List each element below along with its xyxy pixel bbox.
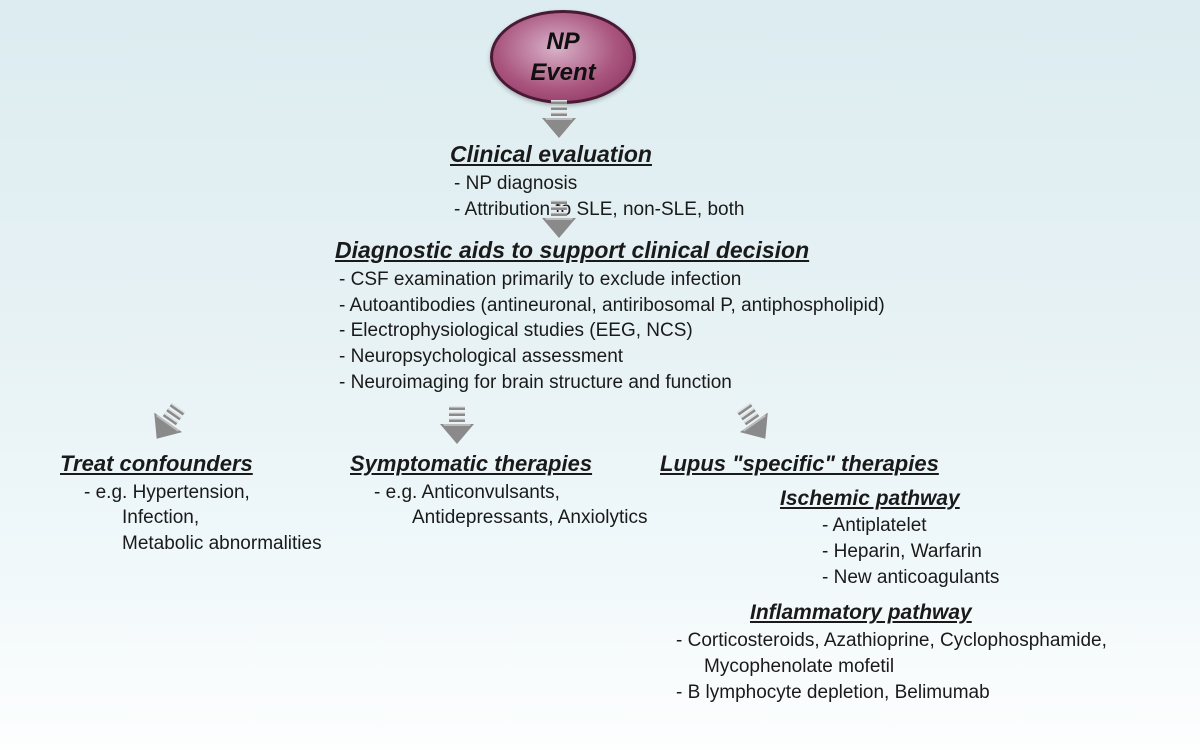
clinical-item: - Attribution to SLE, non-SLE, both xyxy=(454,198,950,223)
confounders-item: - e.g. Hypertension, xyxy=(84,481,340,506)
lupus-title: Lupus "specific" therapies xyxy=(660,450,945,479)
arrow-icon xyxy=(542,200,576,240)
diagnostic-item: - Neuropsychological assessment xyxy=(339,345,975,370)
clinical-title: Clinical evaluation xyxy=(450,140,658,170)
symptomatic-item: - e.g. Anticonvulsants, xyxy=(374,481,650,506)
arrow-icon xyxy=(142,398,193,450)
confounders-item: Metabolic abnormalities xyxy=(122,532,340,557)
root-node: NP Event xyxy=(490,10,636,104)
confounders-title: Treat confounders xyxy=(60,450,259,479)
ischemic-item: - Antiplatelet xyxy=(822,514,1200,539)
ischemic-item: - New anticoagulants xyxy=(822,566,1200,591)
diagnostic-item: - CSF examination primarily to exclude i… xyxy=(339,268,975,293)
inflammatory-title: Inflammatory pathway xyxy=(750,599,978,626)
inflammatory-item: - B lymphocyte depletion, Belimumab xyxy=(676,681,1200,706)
confounders-item: Infection, xyxy=(122,506,340,531)
root-label-line2: Event xyxy=(530,59,595,86)
confounders-node: Treat confounders - e.g. Hypertension, I… xyxy=(60,450,340,558)
symptomatic-node: Symptomatic therapies - e.g. Anticonvuls… xyxy=(350,450,650,532)
inflammatory-item: Mycophenolate mofetil xyxy=(704,655,1200,680)
ischemic-title: Ischemic pathway xyxy=(780,485,966,512)
diagnostic-title: Diagnostic aids to support clinical deci… xyxy=(335,236,815,266)
diagnostic-item: - Autoantibodies (antineuronal, antiribo… xyxy=(339,294,975,319)
root-label-line1: NP xyxy=(546,28,579,55)
lupus-node: Lupus "specific" therapies Ischemic path… xyxy=(660,450,1200,706)
inflammatory-item: - Corticosteroids, Azathioprine, Cycloph… xyxy=(676,629,1200,654)
arrow-icon xyxy=(730,398,781,450)
arrow-icon xyxy=(440,406,474,446)
ischemic-item: - Heparin, Warfarin xyxy=(822,540,1200,565)
arrow-icon xyxy=(542,100,576,140)
symptomatic-item: Antidepressants, Anxiolytics xyxy=(412,506,650,531)
diagnostic-node: Diagnostic aids to support clinical deci… xyxy=(335,236,975,396)
clinical-node: Clinical evaluation - NP diagnosis - Att… xyxy=(450,140,950,223)
clinical-item: - NP diagnosis xyxy=(454,172,950,197)
diagnostic-item: - Electrophysiological studies (EEG, NCS… xyxy=(339,319,975,344)
diagnostic-item: - Neuroimaging for brain structure and f… xyxy=(339,371,975,396)
symptomatic-title: Symptomatic therapies xyxy=(350,450,598,479)
